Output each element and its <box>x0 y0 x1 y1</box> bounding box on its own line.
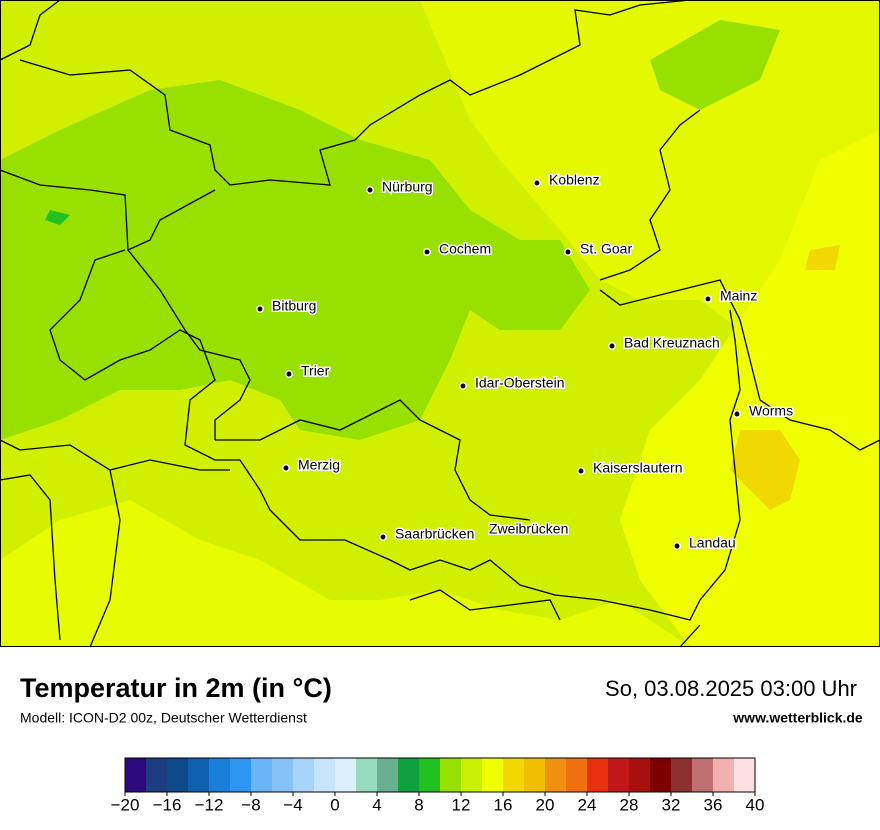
city-dot <box>673 542 681 550</box>
city-label: Bad Kreuznach <box>624 335 720 351</box>
city-label: Bitburg <box>272 298 316 314</box>
warm-region <box>0 500 690 647</box>
cool-region <box>650 20 780 110</box>
colorbar-tick-label: 40 <box>746 795 765 814</box>
colorbar: −20 −16 −12 −8 −4 0 4 8 12 16 20 24 28 32 36 40 <box>111 757 765 814</box>
colorbar-tick-label: −4 <box>283 795 302 814</box>
hot-spot <box>805 245 840 270</box>
valid-time: So, 03.08.2025 03:00 Uhr <box>605 676 857 701</box>
cool-region <box>0 80 590 440</box>
colorbar-box <box>230 758 251 792</box>
colorbar-box <box>377 758 398 792</box>
border-line <box>215 399 531 521</box>
website: www.wetterblick.de <box>732 710 863 726</box>
colorbar-tick-label: 36 <box>704 795 723 814</box>
colorbar-tick-label: 12 <box>452 795 471 814</box>
colorbar-box <box>272 758 293 792</box>
city-dot <box>533 179 541 187</box>
border-line <box>0 469 701 648</box>
city-dot <box>423 248 431 256</box>
colorbar-box <box>293 758 314 792</box>
border-line <box>599 109 880 451</box>
city-dot <box>733 410 741 418</box>
colorbar-box <box>566 758 587 792</box>
city-label: St. Goar <box>580 241 632 257</box>
colorbar-tick-label: 28 <box>620 795 639 814</box>
colorbar-box <box>503 758 524 792</box>
colorbar-box <box>188 758 209 792</box>
colorbar-tick-label: −20 <box>111 795 140 814</box>
colorbar-box <box>251 758 272 792</box>
city-dot <box>366 186 374 194</box>
colorbar-box <box>314 758 335 792</box>
city-label: Kaiserslautern <box>593 460 683 476</box>
city-labels: Nürburg Koblenz Cochem St. Goar Mainz Bitburg… <box>256 170 795 552</box>
colorbar-box <box>461 758 482 792</box>
city-label: Worms <box>749 403 793 419</box>
city-dot <box>564 248 572 256</box>
city-label: Zweibrücken <box>489 521 568 537</box>
colorbar-box <box>545 758 566 792</box>
colorbar-box <box>713 758 734 792</box>
colorbar-tick-label: 16 <box>494 795 513 814</box>
map: Nürburg Koblenz Cochem St. Goar Mainz Bitburg… <box>0 0 880 648</box>
city-dot <box>285 370 293 378</box>
hot-spot <box>730 430 800 510</box>
colorbar-box <box>692 758 713 792</box>
colorbar-box <box>356 758 377 792</box>
colorbar-box <box>209 758 230 792</box>
border-line <box>0 169 216 251</box>
colorbar-tick-label: 24 <box>578 795 597 814</box>
city-dot <box>608 342 616 350</box>
colorbar-tick-label: 32 <box>662 795 681 814</box>
colorbar-tick-label: 4 <box>372 795 381 814</box>
city-dot <box>459 382 467 390</box>
city-dot <box>577 467 585 475</box>
colorbar-tick-label: 8 <box>414 795 423 814</box>
colorbar-box <box>125 758 146 792</box>
city-dot <box>704 295 712 303</box>
colorbar-box <box>146 758 167 792</box>
city-label: Cochem <box>439 241 491 257</box>
colorbar-box <box>650 758 671 792</box>
colorbar-box <box>629 758 650 792</box>
colorbar-tick-label: −12 <box>195 795 224 814</box>
colorbar-box <box>419 758 440 792</box>
city-label: Trier <box>301 363 330 379</box>
city-label: Mainz <box>720 288 757 304</box>
colorbar-box <box>482 758 503 792</box>
colorbar-box <box>671 758 692 792</box>
warm-region <box>420 0 880 330</box>
city-dot <box>379 533 387 541</box>
colorbar-tick-label: 0 <box>330 795 339 814</box>
city-label: Saarbrücken <box>395 526 474 542</box>
subtitle: Modell: ICON-D2 00z, Deutscher Wetterdie… <box>20 710 307 726</box>
city-label: Merzig <box>298 457 340 473</box>
border-line <box>49 249 741 621</box>
city-label: Nürburg <box>382 179 433 195</box>
cold-spot <box>45 210 70 225</box>
colorbar-frame <box>124 757 756 793</box>
colorbar-box <box>734 758 755 792</box>
colorbar-tick-label: −8 <box>241 795 260 814</box>
city-label: Koblenz <box>549 172 600 188</box>
colorbar-box <box>167 758 188 792</box>
colorbar-box <box>524 758 545 792</box>
city-dot <box>256 305 264 313</box>
colorbar-box <box>398 758 419 792</box>
city-label: Idar-Oberstein <box>475 375 564 391</box>
colorbar-box <box>587 758 608 792</box>
title: Temperatur in 2m (in °C) <box>20 673 332 703</box>
colorbar-box <box>440 758 461 792</box>
city-label: Landau <box>689 535 736 551</box>
colorbar-box <box>335 758 356 792</box>
colorbar-tick-label: 20 <box>536 795 555 814</box>
city-dot <box>282 464 290 472</box>
border-line <box>0 0 691 186</box>
colorbar-box <box>608 758 629 792</box>
colorbar-tick-label: −16 <box>153 795 182 814</box>
